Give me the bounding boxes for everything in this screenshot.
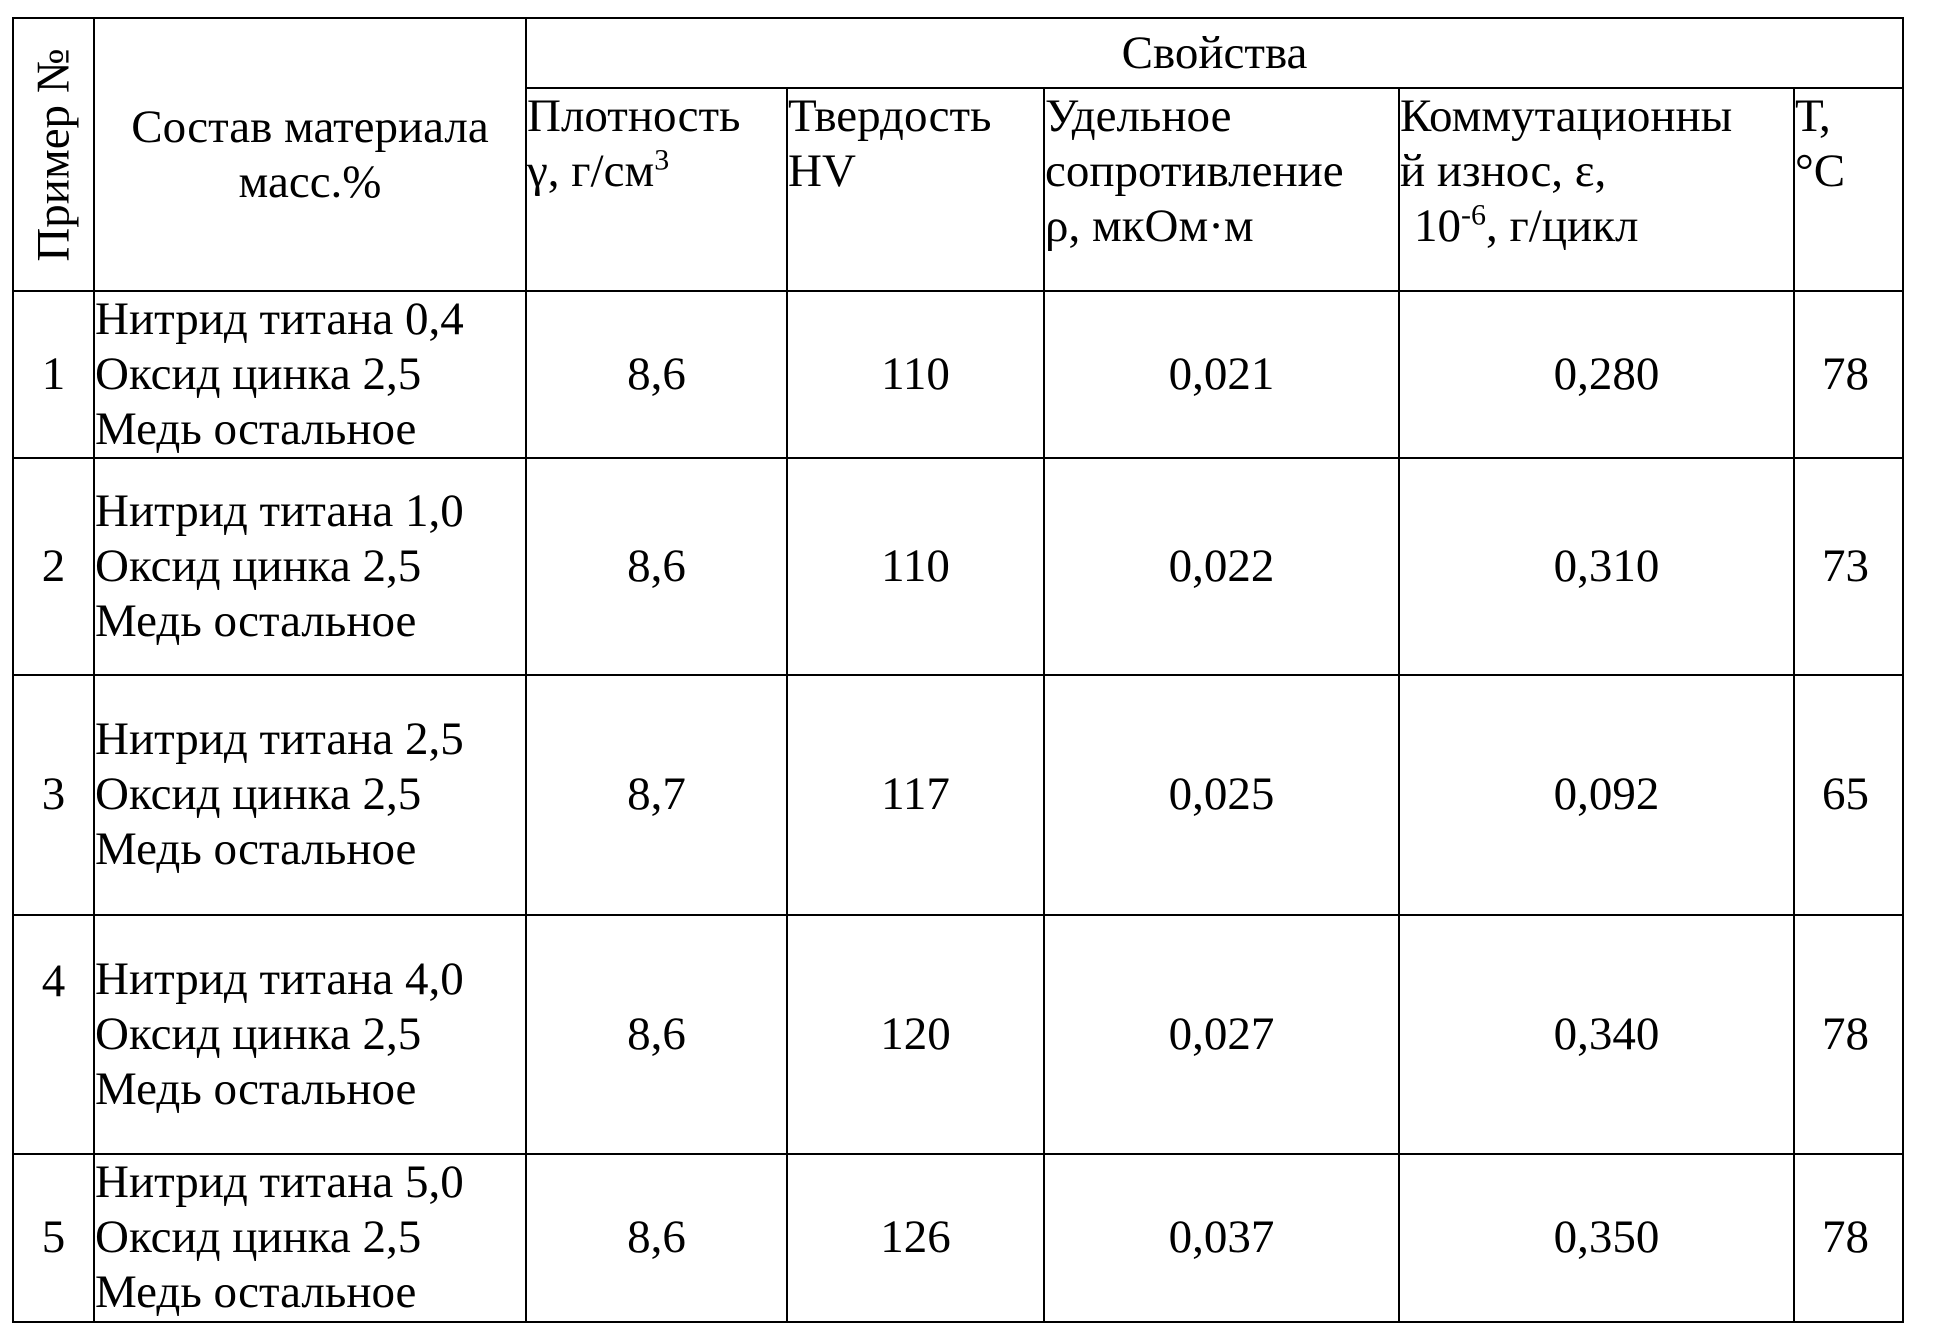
header-wear-line1: Коммутационны	[1400, 90, 1733, 142]
row-density: 8,6	[525, 290, 788, 459]
header-wear-line2: й износ, ε,	[1400, 144, 1607, 197]
row-resistivity: 0,022	[1043, 456, 1400, 676]
row-number: 2	[12, 456, 95, 676]
row-number: 3	[12, 673, 95, 916]
composition-line: Оксид цинка 2,5	[95, 539, 422, 592]
header-example-no: Пример №	[12, 17, 95, 292]
row-temperature: 78	[1792, 913, 1905, 1155]
row-wear: 0,310	[1398, 456, 1795, 676]
header-temperature-line2: °С	[1795, 144, 1846, 197]
composition-line: Нитрид титана 0,4	[95, 293, 464, 345]
composition-line: Медь остальное	[95, 594, 417, 647]
row-resistivity: 0,021	[1043, 290, 1400, 459]
row-resistivity: 0,027	[1043, 913, 1400, 1155]
header-density: Плотность γ, г/см3	[525, 87, 788, 292]
composition-line: Медь остальное	[95, 1266, 417, 1319]
header-wear-sup: -6	[1461, 198, 1486, 232]
header-wear-base: 10	[1414, 199, 1461, 252]
row-density: 8,6	[525, 456, 788, 676]
composition-line: Оксид цинка 2,5	[95, 1211, 422, 1264]
row-wear: 0,280	[1398, 290, 1795, 459]
row-temperature: 78	[1792, 1152, 1905, 1323]
row-number: 1	[12, 290, 95, 459]
row-composition: Нитрид титана 5,0 Оксид цинка 2,5 Медь о…	[93, 1152, 527, 1323]
table-row: 2 Нитрид титана 1,0 Оксид цинка 2,5 Медь…	[12, 456, 1905, 676]
header-density-line2: γ, г/см3	[527, 143, 785, 199]
header-density-unit: γ, г/см	[527, 144, 655, 197]
row-number: 4	[12, 913, 95, 1155]
table-row: 3 Нитрид титана 2,5 Оксид цинка 2,5 Медь…	[12, 673, 1905, 916]
header-temperature: Т, °С	[1792, 87, 1905, 292]
composition-line: Нитрид титана 2,5	[95, 713, 464, 766]
properties-table: Пример № Состав материала масс.% Свойств…	[12, 17, 1905, 1323]
table-body: 1 Нитрид титана 0,4 Оксид цинка 2,5 Медь…	[12, 290, 1905, 1323]
row-hardness: 110	[786, 456, 1045, 676]
row-hardness: 110	[786, 290, 1045, 459]
composition-line: Нитрид титана 1,0	[95, 484, 464, 537]
table-row: 5 Нитрид титана 5,0 Оксид цинка 2,5 Медь…	[12, 1152, 1905, 1323]
header-resistivity-line2: сопротивление	[1045, 144, 1344, 197]
header-wear-line3: 10-6, г/цикл	[1401, 198, 1792, 254]
header-hardness-line1: Твердость	[788, 90, 992, 142]
header-composition: Состав материала масс.%	[93, 17, 527, 292]
row-wear: 0,092	[1398, 673, 1795, 916]
header-hardness-line2: HV	[788, 144, 856, 197]
composition-line: Нитрид титана 4,0	[95, 952, 464, 1005]
row-wear: 0,340	[1398, 913, 1795, 1155]
table-row: 4 Нитрид титана 4,0 Оксид цинка 2,5 Медь…	[12, 913, 1905, 1155]
composition-line: Медь остальное	[95, 1062, 417, 1115]
header-resistivity-line3: ρ, мкОм·м	[1045, 199, 1254, 252]
table-row: 1 Нитрид титана 0,4 Оксид цинка 2,5 Медь…	[12, 290, 1905, 459]
header-wear: Коммутационны й износ, ε, 10-6, г/цикл	[1398, 87, 1795, 292]
row-hardness: 126	[786, 1152, 1045, 1323]
header-properties: Свойства	[524, 17, 1905, 89]
row-composition: Нитрид титана 0,4 Оксид цинка 2,5 Медь о…	[93, 290, 527, 459]
row-resistivity: 0,025	[1043, 673, 1400, 916]
row-composition: Нитрид титана 4,0 Оксид цинка 2,5 Медь о…	[93, 913, 527, 1155]
composition-line: Оксид цинка 2,5	[95, 1007, 422, 1060]
header-density-sup: 3	[654, 143, 670, 177]
row-resistivity: 0,037	[1043, 1152, 1400, 1323]
header-density-line1: Плотность	[527, 90, 741, 142]
composition-line: Оксид цинка 2,5	[95, 347, 422, 400]
row-temperature: 65	[1792, 673, 1905, 916]
row-temperature: 78	[1792, 290, 1905, 459]
header-resistivity: Удельное сопротивление ρ, мкОм·м	[1043, 87, 1400, 292]
row-composition: Нитрид титана 1,0 Оксид цинка 2,5 Медь о…	[93, 456, 527, 676]
composition-line: Медь остальное	[95, 823, 417, 876]
header-hardness: Твердость HV	[786, 87, 1045, 292]
table-header: Пример № Состав материала масс.% Свойств…	[12, 17, 1905, 292]
row-composition: Нитрид титана 2,5 Оксид цинка 2,5 Медь о…	[93, 673, 527, 916]
row-density: 8,6	[525, 913, 788, 1155]
row-density: 8,7	[525, 673, 788, 916]
header-example-no-label: Пример №	[27, 47, 80, 262]
header-resistivity-line1: Удельное	[1045, 90, 1232, 142]
row-number: 5	[12, 1152, 95, 1323]
composition-line: Медь остальное	[95, 402, 417, 455]
composition-line: Нитрид титана 5,0	[95, 1156, 464, 1209]
row-density: 8,6	[525, 1152, 788, 1323]
row-hardness: 117	[786, 673, 1045, 916]
row-hardness: 120	[786, 913, 1045, 1155]
header-wear-unit: , г/цикл	[1486, 199, 1639, 252]
row-temperature: 73	[1792, 456, 1905, 676]
header-temperature-line1: Т,	[1795, 90, 1831, 142]
composition-line: Оксид цинка 2,5	[95, 768, 422, 821]
row-wear: 0,350	[1398, 1152, 1795, 1323]
